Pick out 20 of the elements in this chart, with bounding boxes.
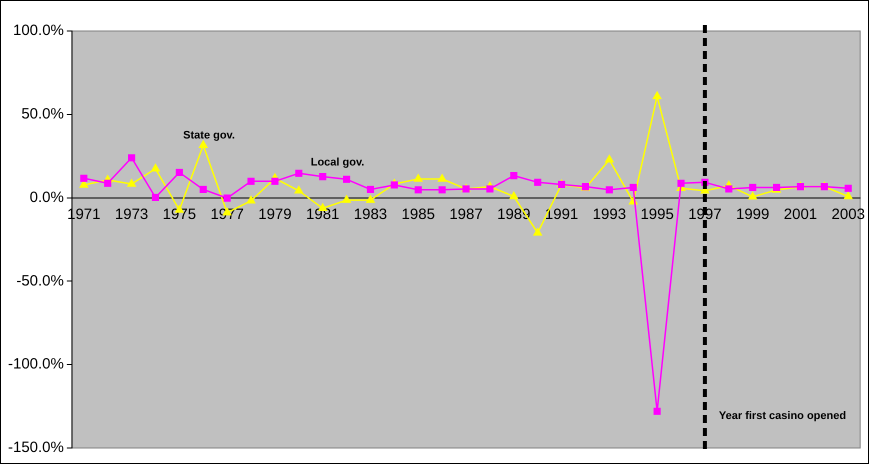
y-tick-label: 0.0% <box>30 188 64 206</box>
annotation: State gov. <box>183 129 235 142</box>
y-tick-label: -50.0% <box>16 272 64 290</box>
y-tick-label: -150.0% <box>8 439 64 456</box>
x-tick-label: 1987 <box>449 206 483 223</box>
x-tick-label: 1979 <box>258 206 292 223</box>
x-tick-label: 1991 <box>544 206 578 223</box>
x-tick-label: 1985 <box>402 206 435 223</box>
x-tick-label: 2003 <box>832 206 865 223</box>
y-tick-label: -100.0% <box>8 356 64 373</box>
y-tick-label: 50.0% <box>21 106 64 123</box>
x-tick-label: 1983 <box>354 206 388 223</box>
x-tick-label: 1993 <box>592 206 626 223</box>
annotation: Local gov. <box>310 156 364 168</box>
ref-line-label: Year first casino opened <box>718 410 846 422</box>
x-tick-label: 2001 <box>784 206 818 223</box>
x-tick-label: 1999 <box>736 206 770 223</box>
x-tick-label: 1973 <box>114 206 148 223</box>
x-tick-label: 1995 <box>640 206 674 223</box>
y-tick-label: 100.0% <box>12 22 64 40</box>
